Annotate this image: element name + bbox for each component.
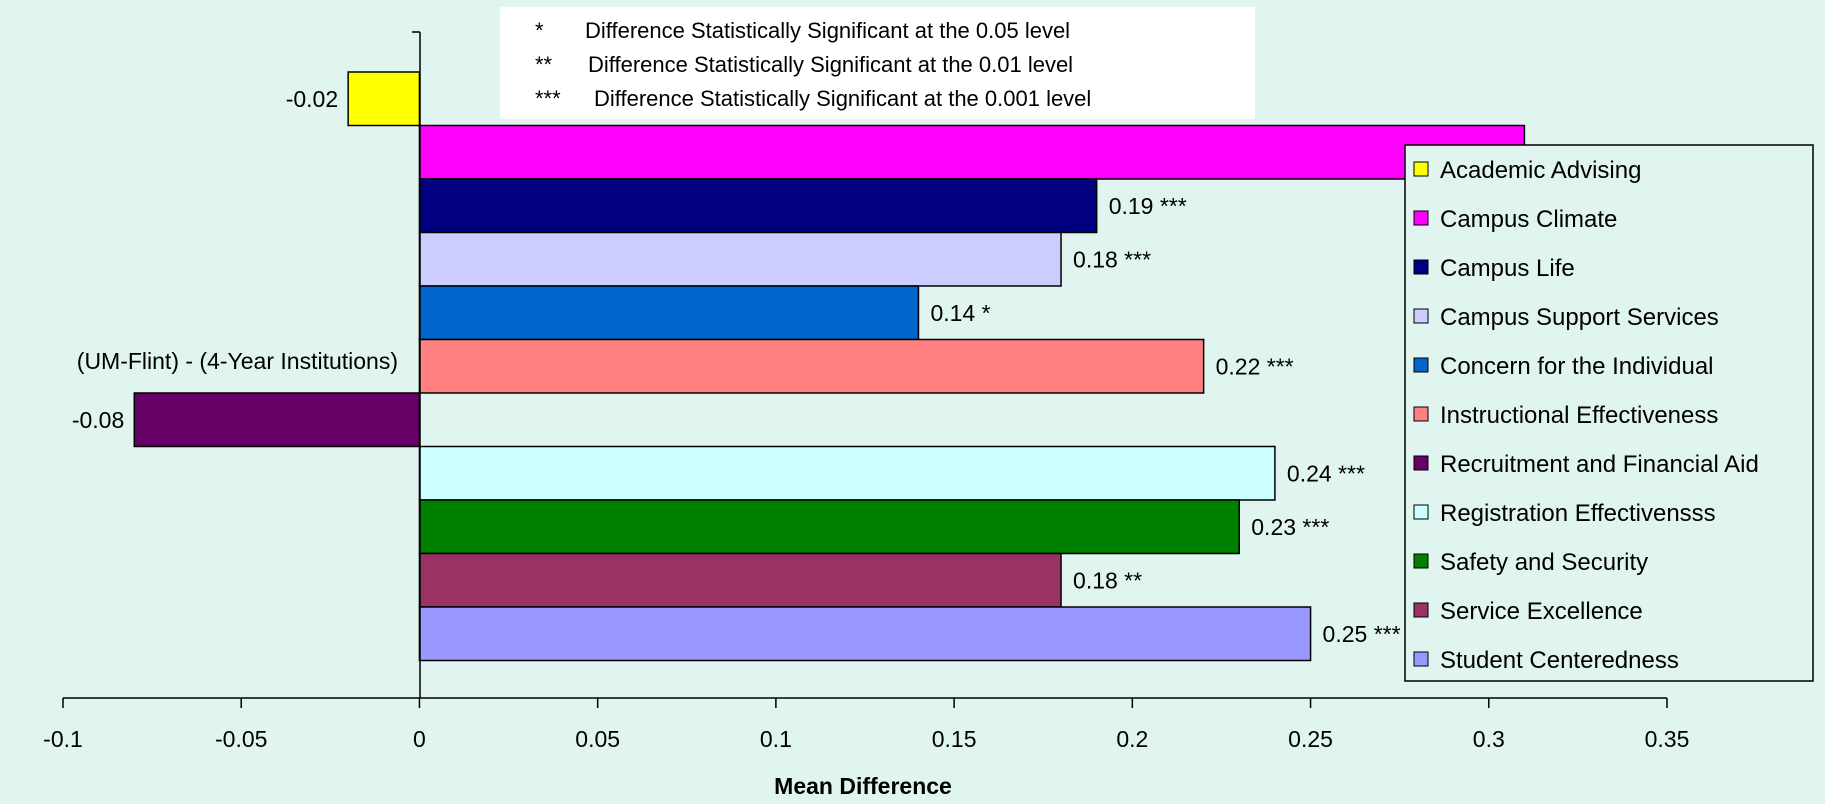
data-label-campus-support-services: 0.18 *** bbox=[1073, 246, 1151, 272]
data-label-academic-advising: -0.02 bbox=[286, 86, 338, 112]
legend-label-academic-advising: Academic Advising bbox=[1440, 157, 1641, 184]
bar-instructional-effectiveness bbox=[418, 338, 1205, 394]
legend-label-recruitment-and-financial-aid: Recruitment and Financial Aid bbox=[1440, 451, 1759, 478]
x-axis-title: Mean Difference bbox=[774, 773, 952, 799]
legend-swatch-campus-life bbox=[1413, 259, 1429, 275]
bar-campus-life bbox=[418, 178, 1098, 234]
x-tick-label: 0.35 bbox=[1645, 726, 1690, 752]
data-label-safety-and-security: 0.23 *** bbox=[1251, 514, 1329, 540]
bar-recruitment-and-financial-aid bbox=[133, 392, 421, 448]
legend-label-student-centeredness: Student Centeredness bbox=[1440, 647, 1679, 674]
x-tick-label: 0.05 bbox=[575, 726, 620, 752]
legend-swatch-registration-effectivensss bbox=[1413, 504, 1429, 520]
bar-service-excellence bbox=[418, 552, 1062, 608]
legend-label-concern-for-the-individual: Concern for the Individual bbox=[1440, 353, 1714, 380]
legend-label-service-excellence: Service Excellence bbox=[1440, 598, 1643, 625]
x-tick-label: -0.05 bbox=[215, 726, 267, 752]
bar-campus-climate bbox=[418, 124, 1526, 180]
data-label-instructional-effectiveness: 0.22 *** bbox=[1216, 353, 1294, 379]
note-text-1: Difference Statistically Significant at … bbox=[585, 18, 1070, 43]
legend-swatch-concern-for-the-individual bbox=[1413, 357, 1429, 373]
x-tick-label: 0.2 bbox=[1116, 726, 1148, 752]
legend-label-safety-and-security: Safety and Security bbox=[1440, 549, 1648, 576]
note-text-3: Difference Statistically Significant at … bbox=[594, 86, 1091, 111]
note-background bbox=[500, 7, 1255, 119]
note-marker-2: ** bbox=[535, 52, 553, 77]
bars bbox=[133, 71, 1526, 662]
note-marker-1: * bbox=[535, 18, 544, 43]
data-label-registration-effectivensss: 0.24 *** bbox=[1287, 460, 1365, 486]
x-tick-label: 0.3 bbox=[1473, 726, 1505, 752]
data-label-service-excellence: 0.18 ** bbox=[1073, 567, 1142, 593]
note-text-2: Difference Statistically Significant at … bbox=[588, 52, 1073, 77]
bar-academic-advising bbox=[347, 71, 421, 127]
legend: Academic Advising Campus Climate Campus Li… bbox=[1404, 144, 1814, 682]
data-label-campus-life: 0.19 *** bbox=[1109, 193, 1187, 219]
bar-registration-effectivensss bbox=[418, 445, 1276, 501]
data-label-student-centeredness: 0.25 *** bbox=[1323, 621, 1401, 647]
category-label: (UM-Flint) - (4-Year Institutions) bbox=[77, 348, 398, 374]
bar-safety-and-security bbox=[418, 499, 1241, 555]
legend-swatch-service-excellence bbox=[1413, 602, 1429, 618]
x-ticks: -0.1 -0.05 0 0.05 0.1 0.15 0.2 0.25 0.3 0.35 bbox=[43, 698, 1689, 752]
legend-label-campus-support-services: Campus Support Services bbox=[1440, 304, 1719, 331]
x-tick-label: 0 bbox=[413, 726, 426, 752]
legend-swatch-student-centeredness bbox=[1413, 651, 1429, 667]
legend-label-campus-life: Campus Life bbox=[1440, 255, 1575, 282]
bar-concern-for-the-individual bbox=[418, 285, 920, 341]
legend-box bbox=[1404, 144, 1814, 682]
note-marker-3: *** bbox=[535, 86, 561, 111]
x-tick-label: -0.1 bbox=[43, 726, 83, 752]
legend-swatch-campus-climate bbox=[1413, 210, 1429, 226]
x-tick-label: 0.1 bbox=[760, 726, 792, 752]
legend-label-instructional-effectiveness: Instructional Effectiveness bbox=[1440, 402, 1718, 429]
legend-label-registration-effectivensss: Registration Effectivensss bbox=[1440, 500, 1716, 527]
legend-swatch-recruitment-and-financial-aid bbox=[1413, 455, 1429, 471]
legend-swatch-instructional-effectiveness bbox=[1413, 406, 1429, 422]
legend-swatch-campus-support-services bbox=[1413, 308, 1429, 324]
legend-swatch-academic-advising bbox=[1413, 161, 1429, 177]
bar-campus-support-services bbox=[418, 231, 1062, 287]
bar-student-centeredness bbox=[418, 606, 1312, 662]
legend-swatch-safety-and-security bbox=[1413, 553, 1429, 569]
x-tick-label: 0.25 bbox=[1288, 726, 1333, 752]
legend-label-campus-climate: Campus Climate bbox=[1440, 206, 1617, 233]
data-label-recruitment-and-financial-aid: -0.08 bbox=[72, 407, 124, 433]
significance-note-box: * Difference Statistically Significant a… bbox=[500, 7, 1255, 119]
data-label-concern-for-the-individual: 0.14 * bbox=[930, 300, 990, 326]
x-tick-label: 0.15 bbox=[932, 726, 977, 752]
